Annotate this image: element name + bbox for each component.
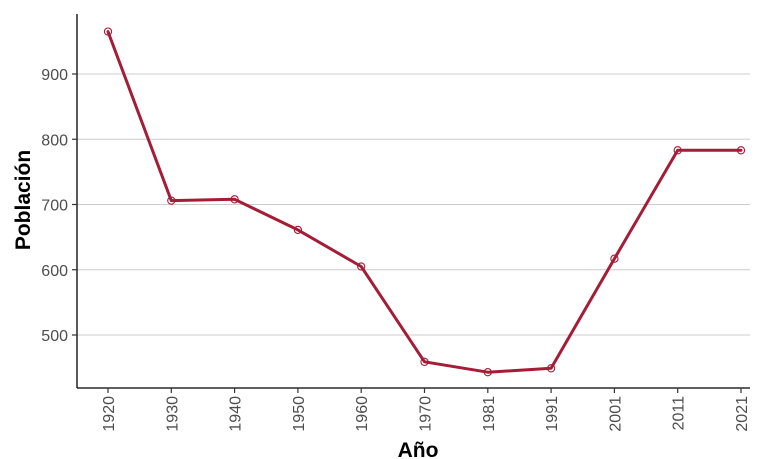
x-tick-label-1960: 1960 [354, 396, 371, 432]
x-tick-label-2011: 2011 [671, 396, 688, 431]
data-point-1981 [483, 368, 492, 377]
y-axis-title: Población [12, 150, 35, 250]
data-point-1920 [103, 27, 113, 36]
x-tick-label-2001: 2001 [607, 396, 624, 432]
data-point-1991 [546, 364, 556, 373]
y-tick-label-700: 700 [41, 198, 68, 215]
x-tick-label-1940: 1940 [228, 396, 245, 432]
data-point-2001 [610, 254, 619, 263]
data-point-2011 [673, 146, 682, 155]
tick-marks [72, 73, 742, 393]
x-tick-label-1970: 1970 [418, 396, 435, 432]
x-tick-label-1930: 1930 [164, 396, 181, 432]
y-tick-label-600: 600 [41, 263, 68, 280]
x-tick-label-1981: 1981 [481, 396, 498, 432]
data-point-2021 [736, 146, 746, 155]
y-tick-label-500: 500 [41, 328, 68, 345]
x-tick-label-1991: 1991 [544, 396, 561, 432]
series-poblacion [103, 27, 746, 377]
x-tick-label-1950: 1950 [291, 396, 308, 432]
data-points [103, 27, 746, 377]
x-tick-label-2021: 2021 [734, 396, 751, 432]
x-tick-labels: 1920 1930 1940 1950 1960 1970 1981 1991 2001 2011… [101, 396, 751, 432]
data-point-1940 [230, 195, 239, 204]
y-tick-labels: 500 600 700 800 900 [41, 67, 68, 345]
gridlines [77, 73, 750, 336]
y-tick-label-800: 800 [41, 132, 68, 149]
data-point-1930 [167, 196, 176, 205]
axes [76, 14, 750, 389]
x-axis-title: Año [398, 439, 439, 459]
x-tick-label-1920: 1920 [101, 396, 118, 432]
y-tick-label-900: 900 [41, 67, 68, 84]
series-line [106, 30, 743, 374]
data-point-1970 [420, 357, 429, 366]
data-point-1950 [293, 225, 303, 235]
data-point-1960 [357, 262, 366, 271]
